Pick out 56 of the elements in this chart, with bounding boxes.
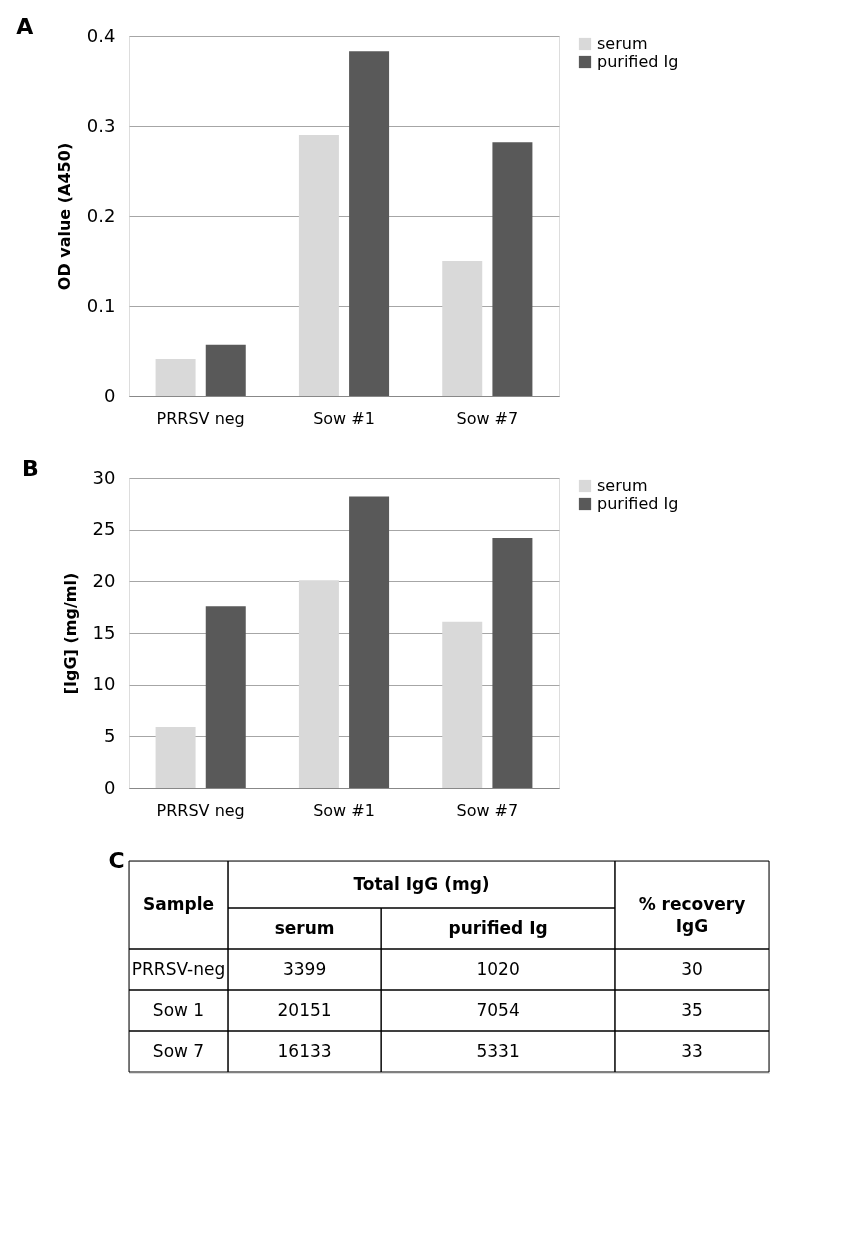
y-tick-label: 10 <box>92 673 116 695</box>
bar <box>442 261 483 396</box>
bar <box>492 142 533 396</box>
y-axis-title: [IgG] (mg/ml) <box>60 572 80 695</box>
text: PRRSV-neg <box>131 958 226 979</box>
y-tick-label: 30 <box>92 466 116 488</box>
text: 3399 <box>282 958 327 979</box>
text: Sample <box>143 894 214 914</box>
bar <box>298 580 339 788</box>
y-tick-label: 0.4 <box>86 24 116 46</box>
y-tick-label: 5 <box>104 724 116 746</box>
text: 7054 <box>476 999 520 1020</box>
x-tick-label: Sow #1 <box>313 800 375 820</box>
text: 33 <box>681 1040 703 1061</box>
text: serum <box>274 917 335 938</box>
y-tick-label: 0.1 <box>86 294 116 316</box>
x-tick-label: PRRSV neg <box>156 408 245 428</box>
text: C <box>108 847 125 873</box>
y-tick-label: 25 <box>92 518 116 540</box>
y-tick-label: 20 <box>92 569 116 591</box>
bar <box>442 621 483 788</box>
text: Sow 7 <box>152 1040 205 1061</box>
bar <box>205 344 246 396</box>
legend-label: serum <box>597 34 648 53</box>
text: 35 <box>681 999 703 1020</box>
x-tick-label: PRRSV neg <box>156 800 245 820</box>
x-tick-label: Sow #7 <box>456 800 519 820</box>
legend-label: purified Ig <box>597 52 679 71</box>
x-tick-label: Sow #7 <box>456 408 519 428</box>
text: 16133 <box>277 1040 332 1061</box>
legend-label: purified Ig <box>597 494 679 513</box>
text: 5331 <box>476 1040 520 1061</box>
y-tick-label: 0 <box>104 776 116 798</box>
bar <box>155 727 196 788</box>
y-tick-label: 0.3 <box>86 114 116 136</box>
y-tick-label: 0 <box>104 384 116 406</box>
text: 20151 <box>277 999 332 1020</box>
text: purified Ig <box>448 917 548 938</box>
chart-title: B <box>22 456 39 481</box>
text: % recovery IgG <box>638 894 746 936</box>
x-tick-label: Sow #1 <box>313 408 375 428</box>
bar <box>492 537 533 788</box>
bar <box>349 51 390 396</box>
legend-label: serum <box>597 476 648 495</box>
bar <box>155 359 196 396</box>
chart-title: A <box>16 14 34 39</box>
bar <box>298 135 339 396</box>
text: Sow 1 <box>152 999 205 1020</box>
bar <box>205 606 246 788</box>
y-tick-label: 15 <box>92 621 116 643</box>
text: Total IgG (mg) <box>353 873 490 894</box>
text: 30 <box>681 958 703 979</box>
y-tick-label: 0.2 <box>86 204 116 226</box>
y-axis-title: OD value (A450) <box>54 142 74 291</box>
bar <box>349 496 390 788</box>
text: 1020 <box>476 958 520 979</box>
